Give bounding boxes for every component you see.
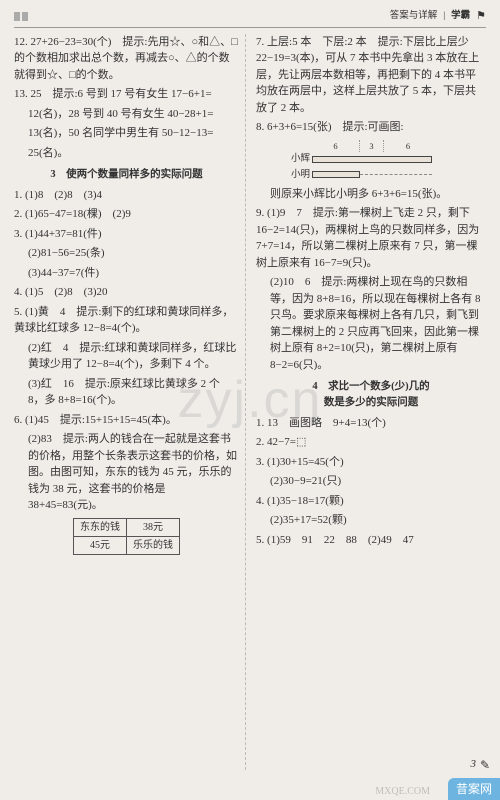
section-4-title-1: 4 求比一个数多(少)几的 xyxy=(256,379,486,395)
bar-row-ming: 小明 xyxy=(286,168,486,182)
q13-line3: 13(名)，50 名同学中男生有 50−12−13= xyxy=(14,125,239,142)
s3-5a: 5. (1)黄 4 提示:剩下的红球和黄球同样多，黄球比红球多 12−8=4(个… xyxy=(14,304,239,337)
s3-6a: 6. (1)45 提示:15+15+15=45(本)。 xyxy=(14,412,239,429)
vertical-bar: | xyxy=(443,9,445,23)
s4-1: 1. 13 画图略 9+4=13(个) xyxy=(256,415,486,432)
footer-badge: 昔案网 xyxy=(448,778,500,800)
cell: 东东的钱 xyxy=(74,518,127,536)
q13-line2: 12(名)，28 号到 40 号有女生 40−28+1= xyxy=(14,106,239,123)
table-row: 东东的钱 38元 xyxy=(74,518,180,536)
section-3-title: 3 使两个数量同样多的实际问题 xyxy=(14,167,239,183)
q8a: 8. 6+3+6=15(张) 提示:可画图: xyxy=(256,119,486,136)
header-brand: 学霸 xyxy=(451,9,470,23)
header-section: 答案与详解 xyxy=(390,9,438,23)
bar-ming-dash xyxy=(360,174,432,175)
bar-hui xyxy=(312,156,432,163)
s4-2: 2. 42−7=⬚ xyxy=(256,434,486,451)
s4-4a: 4. (1)35−18=17(颗) xyxy=(256,493,486,510)
cell: 38元 xyxy=(127,518,180,536)
page-number: 3 xyxy=(471,756,477,773)
q13-line1: 13. 25 提示:6 号到 17 号有女生 17−6+1= xyxy=(14,86,239,103)
s3-4: 4. (1)5 (2)8 (3)20 xyxy=(14,284,239,301)
bar-row-hui: 小辉 xyxy=(286,152,486,166)
bar-diagram: 6 3 6 小辉 小明 xyxy=(286,140,486,182)
bar-label-hui: 小辉 xyxy=(286,152,310,166)
right-column: 7. 上层:5 本 下层:2 本 提示:下层比上层少 22−19=3(本)，可从… xyxy=(254,34,486,771)
q12: 12. 27+26−23=30(个) 提示:先用☆、○和△、□的个数相加求出总个… xyxy=(14,34,239,84)
s3-3b: (2)81−56=25(条) xyxy=(14,245,239,262)
money-table: 东东的钱 38元 45元 乐乐的钱 xyxy=(73,518,180,555)
s3-6b: (2)83 提示:两人的钱合在一起就是这套书的价格，用整个长条表示这套书的价格，… xyxy=(14,431,239,514)
s4-3b: (2)30−9=21(只) xyxy=(256,473,486,490)
columns: 12. 27+26−23=30(个) 提示:先用☆、○和△、□的个数相加求出总个… xyxy=(14,34,486,771)
dim-6a: 6 xyxy=(312,140,360,153)
s3-5b: (2)红 4 提示:红球和黄球同样多，红球比黄球少用了 12−8=4(个)，多剩… xyxy=(14,340,239,373)
q9a: 9. (1)9 7 提示:第一棵树上飞走 2 只，剩下 16−2=14(只)，两… xyxy=(256,205,486,271)
cell: 45元 xyxy=(74,536,127,554)
q9b: (2)10 6 提示:两棵树上现在鸟的只数相等，因为 8+8=16，所以现在每棵… xyxy=(256,274,486,373)
flag-icon: ⚑ xyxy=(476,8,486,25)
page-root: 答案与详解 | 学霸 ⚑ 12. 27+26−23=30(个) 提示:先用☆、○… xyxy=(0,0,500,800)
pencil-icon: ✎ xyxy=(480,756,490,774)
left-column: 12. 27+26−23=30(个) 提示:先用☆、○和△、□的个数相加求出总个… xyxy=(14,34,246,771)
s4-4b: (2)35+17=52(颗) xyxy=(256,512,486,529)
dim-3: 3 xyxy=(360,140,384,153)
q8b: 则原来小辉比小明多 6+3+6=15(张)。 xyxy=(256,186,486,203)
q7: 7. 上层:5 本 下层:2 本 提示:下层比上层少 22−19=3(本)，可从… xyxy=(256,34,486,117)
cell: 乐乐的钱 xyxy=(127,536,180,554)
s3-3a: 3. (1)44+37=81(件) xyxy=(14,226,239,243)
s4-3a: 3. (1)30+15=45(个) xyxy=(256,454,486,471)
q13-line4: 25(名)。 xyxy=(14,145,239,162)
bar-ming xyxy=(312,171,360,178)
header: 答案与详解 | 学霸 ⚑ xyxy=(14,8,486,28)
s4-5: 5. (1)59 91 22 88 (2)49 47 xyxy=(256,532,486,549)
bar-dims: 6 3 6 xyxy=(312,140,486,153)
section-4-title-2: 数是多少的实际问题 xyxy=(256,395,486,411)
table-row: 45元 乐乐的钱 xyxy=(74,536,180,554)
bar-label-ming: 小明 xyxy=(286,168,310,182)
s3-5c: (3)红 16 提示:原来红球比黄球多 2 个 8，多 8+8=16(个)。 xyxy=(14,376,239,409)
s3-1: 1. (1)8 (2)8 (3)4 xyxy=(14,187,239,204)
footer-url: MXQE.COM xyxy=(375,784,430,799)
dim-6b: 6 xyxy=(384,140,432,153)
s3-3c: (3)44−37=7(件) xyxy=(14,265,239,282)
header-right: 答案与详解 | 学霸 ⚑ xyxy=(390,8,486,25)
s3-2: 2. (1)65−47=18(棵) (2)9 xyxy=(14,206,239,223)
header-strips xyxy=(14,12,44,21)
